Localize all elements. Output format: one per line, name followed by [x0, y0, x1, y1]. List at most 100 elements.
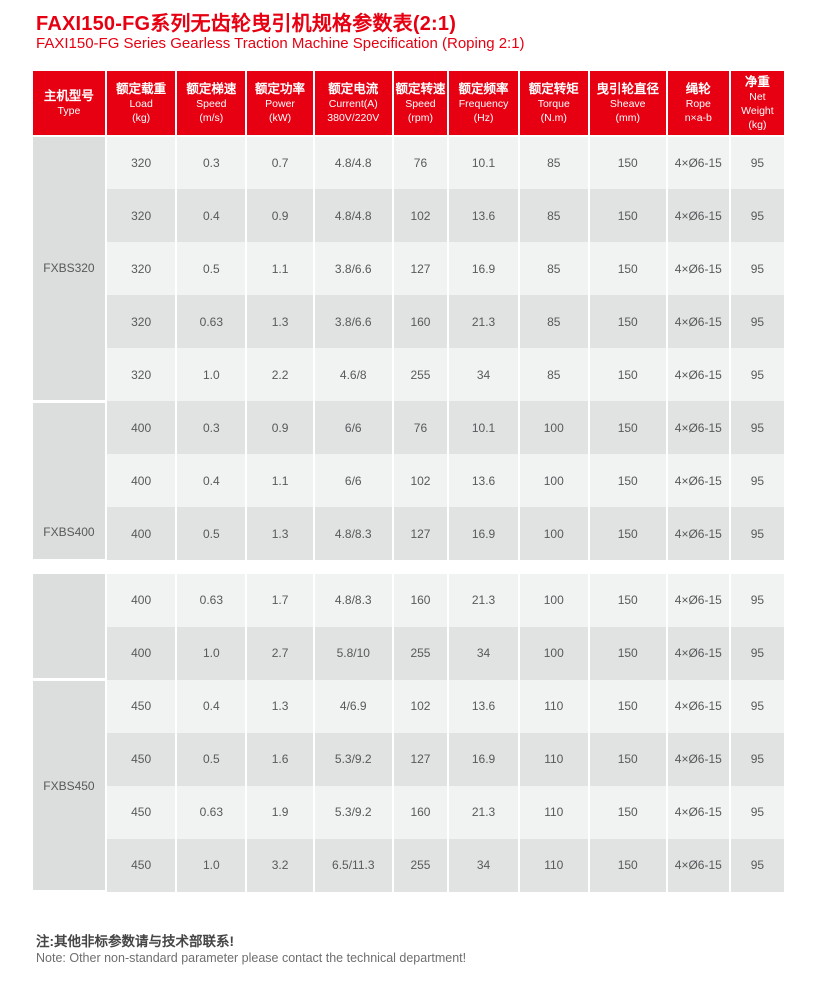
- table-cell: 320: [105, 242, 178, 295]
- table-cell: 320: [105, 189, 178, 242]
- table-cell: 95: [729, 189, 784, 242]
- table-row: FXBS320 320 0.3 0.7 4.8/4.8 76 10.1 85 150 4×Ø6-1…: [33, 136, 784, 403]
- column-header-zh: 曳引轮直径: [596, 82, 659, 96]
- table-cell: 6/6: [313, 454, 394, 507]
- table-cell: 150: [588, 785, 668, 839]
- table-row: 450 1.0 3.2 6.5/11.3 255 34 110 150 4×Ø6-15 95: [33, 838, 784, 892]
- table-cell: 450: [105, 679, 178, 733]
- table-cell: 100: [518, 454, 590, 507]
- table-cell: 13.6: [448, 189, 520, 242]
- table-cell: 0.63: [176, 573, 248, 627]
- column-header-en: Sheave: [609, 98, 646, 110]
- table-cell: 10.1: [448, 136, 520, 189]
- column-header: 额定梯速 Speed (m/s): [176, 71, 248, 137]
- spec-table-block-2: 400 0.63 1.7 4.8/8.3 160 21.3 100 150 4×Ø6-15 95 4…: [33, 573, 784, 893]
- table-cell: 4×Ø6-15: [666, 507, 731, 560]
- table-cell: 16.9: [448, 242, 520, 295]
- table-row: 400 0.63 1.7 4.8/8.3 160 21.3 100 150 4×Ø6-15 95: [33, 573, 784, 681]
- table-cell: 320: [105, 295, 178, 348]
- table-cell: 255: [392, 626, 450, 680]
- table-cell: 150: [588, 136, 668, 189]
- table-cell: 450: [105, 732, 178, 786]
- table-cell: 150: [588, 454, 668, 507]
- column-header: 绳轮 Rope n×a-b: [666, 71, 731, 137]
- column-header-unit: (m/s): [199, 112, 224, 124]
- table-cell: 6/6: [313, 401, 394, 454]
- footer-note-en: Note: Other non-standard parameter pleas…: [36, 951, 467, 965]
- table-cell: 150: [588, 189, 668, 242]
- table-cell: 102: [392, 189, 450, 242]
- table-cell: 4.8/4.8: [313, 189, 394, 242]
- column-header-en: Rope: [685, 98, 711, 110]
- table-cell: 0.4: [176, 189, 248, 242]
- type-cell-fxbs400: FXBS400: [33, 401, 107, 562]
- type-cell-fxbs320: FXBS320: [33, 136, 107, 403]
- column-header-unit: (kg): [748, 119, 767, 131]
- table-cell: 3.2: [246, 838, 315, 892]
- column-header: 额定转矩 Torque (N.m): [518, 71, 590, 137]
- table-cell: 4×Ø6-15: [666, 295, 731, 348]
- table-cell: 95: [729, 295, 784, 348]
- table-cell: 4/6.9: [313, 679, 394, 733]
- table-cell: 0.9: [246, 401, 315, 454]
- column-header: 额定载重 Load (kg): [105, 71, 178, 137]
- table-cell: 4×Ø6-15: [666, 136, 731, 189]
- table-cell: 4.8/8.3: [313, 507, 394, 560]
- table-cell: 150: [588, 626, 668, 680]
- table-cell: 4×Ø6-15: [666, 401, 731, 454]
- table-cell: 4×Ø6-15: [666, 732, 731, 786]
- table-cell: 0.4: [176, 679, 248, 733]
- table-cell: 4×Ø6-15: [666, 454, 731, 507]
- column-header: 额定电流 Current(A) 380V/220V: [313, 71, 394, 137]
- table-cell: 4×Ø6-15: [666, 573, 731, 627]
- table-cell: 102: [392, 679, 450, 733]
- table-cell: 0.5: [176, 507, 248, 560]
- table-cell: 400: [105, 454, 178, 507]
- type-cell-fxbs450: FXBS450: [33, 679, 107, 893]
- table-cell: 21.3: [448, 785, 520, 839]
- column-header: 曳引轮直径 Sheave (mm): [588, 71, 668, 137]
- table-row: 320 0.5 1.1 3.8/6.6 127 16.9 85 150 4×Ø6-15 95: [33, 242, 784, 295]
- column-header-unit: (Hz): [473, 112, 494, 124]
- table-cell: 95: [729, 242, 784, 295]
- table-cell: 4.8/4.8: [313, 136, 394, 189]
- table-cell: 2.7: [246, 626, 315, 680]
- table-cell: 34: [448, 626, 520, 680]
- column-header-zh: 主机型号: [43, 89, 94, 103]
- table-cell: 160: [392, 295, 450, 348]
- table-cell: 1.0: [176, 838, 248, 892]
- table-cell: 95: [729, 732, 784, 786]
- column-header: 额定频率 Frequency (Hz): [448, 71, 520, 137]
- table-row: 400 0.5 1.3 4.8/8.3 127 16.9 100 150 4×Ø6-15 95: [33, 507, 784, 560]
- table-cell: 400: [105, 626, 178, 680]
- table-cell: 160: [392, 573, 450, 627]
- column-header-en: Type: [57, 105, 81, 117]
- column-header: 净重 Net Weight (kg): [729, 71, 784, 137]
- table-cell: 4×Ø6-15: [666, 838, 731, 892]
- table-cell: 1.0: [176, 348, 248, 401]
- table-cell: 95: [729, 507, 784, 560]
- table-cell: 100: [518, 573, 590, 627]
- table-cell: 21.3: [448, 295, 520, 348]
- table-cell: 0.5: [176, 242, 248, 295]
- table-cell: 0.4: [176, 454, 248, 507]
- table-cell: 450: [105, 838, 178, 892]
- table-cell: 100: [518, 626, 590, 680]
- table-cell: 320: [105, 136, 178, 189]
- column-header-en: Torque: [537, 98, 570, 110]
- column-header-en: Net Weight: [741, 91, 774, 117]
- table-cell: 85: [518, 295, 590, 348]
- table-cell: 320: [105, 348, 178, 401]
- table-cell: 13.6: [448, 679, 520, 733]
- table-cell: 4×Ø6-15: [666, 348, 731, 401]
- table-cell: 4×Ø6-15: [666, 626, 731, 680]
- column-header-zh: 额定载重: [116, 82, 167, 96]
- table-cell: 1.3: [246, 507, 315, 560]
- table-cell: 1.3: [246, 679, 315, 733]
- table-cell: 150: [588, 348, 668, 401]
- spec-table-area: 主机型号 Type 额定载重 Load (kg) 额定梯速 Speed (m/s) 额定功率 Po…: [33, 71, 784, 893]
- column-header-en: Power: [265, 98, 295, 110]
- page-title-zh: FAXI150-FG系列无齿轮曳引机规格参数表(2:1): [36, 13, 457, 35]
- table-cell: 95: [729, 679, 784, 733]
- table-row: FXBS400 400 0.3 0.9 6/6 76 10.1 100 150 4×Ø6-15 95: [33, 401, 784, 562]
